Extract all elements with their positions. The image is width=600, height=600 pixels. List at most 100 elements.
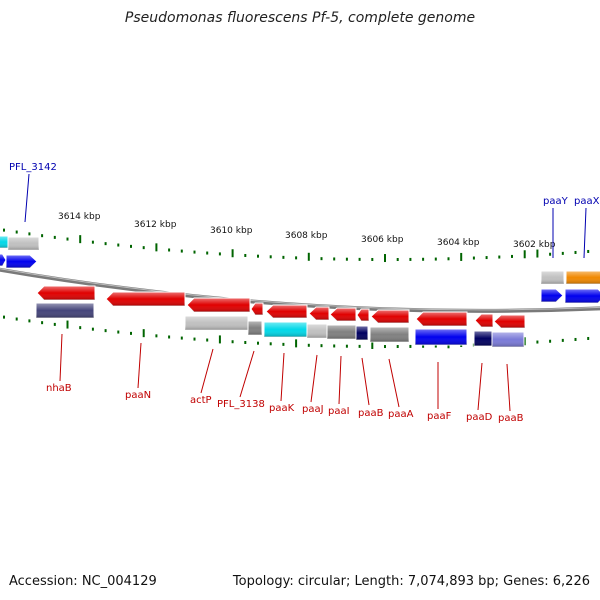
leader-paai [338,355,342,405]
inner-scale-tick-minor [269,342,272,346]
inner-scale-tick-minor [193,337,196,341]
scale-tick-minor [485,256,488,260]
scale-label-3602: 3602 kbp [513,240,556,250]
scale-tick-minor [28,232,31,236]
scale-tick-major [460,252,463,261]
gene-pfl3138-shading [251,303,263,315]
scale-tick-major [79,235,82,244]
scale-tick-minor [218,252,221,256]
leader-paab-2 [506,363,511,412]
scale-tick-minor [117,243,120,247]
label-leader-lines [24,173,587,412]
leader-paak [280,352,285,402]
inner-scale-tick-minor [155,334,158,338]
inner-scale-tick-minor [91,327,94,331]
scale-tick-minor [66,237,69,241]
scale-tick-minor [206,251,209,255]
inner-scale-tick-minor [574,337,577,341]
gene-paai-shading [330,308,356,321]
scale-tick-minor [561,251,564,255]
leader-actp [200,348,214,394]
scale-tick-minor [244,253,247,257]
inner-scale-tick-minor [345,344,348,348]
inner-scale-tick-minor [409,344,412,348]
gene-label-paax: paaX [574,196,600,207]
gene-actp-cog-shading [185,316,248,330]
scale-tick-minor [333,257,336,261]
gene-label-paan: paaN [125,390,151,401]
scale-tick-minor [142,246,145,250]
gene-paaf-shading [416,312,467,326]
inner-scale-tick-major [523,337,526,346]
scale-label-3608: 3608 kbp [285,231,328,241]
accession-text: Accession: NC_004129 [9,574,157,589]
inner-scale-tick-minor [549,339,552,343]
inner-scale-tick-minor [28,319,31,323]
scale-tick-minor [130,244,132,248]
scale-tick-minor [511,254,513,258]
gene-paak-cog-shading [264,322,307,337]
gene-paax-cog-shading [565,289,600,303]
leader-pfl3138 [239,350,255,398]
gene-label-paay: paaY [543,196,569,207]
scale-tick-major [384,254,386,263]
scale-tick-minor [180,249,183,253]
gene-paab-shading [357,309,369,321]
inner-scale-tick-major [66,320,69,329]
inner-scale-tick-minor [358,344,361,348]
inner-scale-tick-minor [333,344,336,348]
inner-scale-tick-minor [79,326,82,330]
inner-scale-tick-minor [41,321,44,325]
gene-paad-shading [475,314,493,327]
leader-paaa [388,358,400,408]
gene-label-paaj: paaJ [302,404,324,415]
genome-summary-text: Topology: circular; Length: 7,074,893 bp… [232,574,590,589]
inner-scale-tick-minor [206,338,209,342]
map-title: Pseudomonas fluorescens Pf-5, complete g… [124,10,476,26]
scale-tick-major [231,249,234,258]
gene-paaa-cog-shading [370,327,409,342]
scale-tick-major [536,249,539,258]
scale-label-3612: 3612 kbp [134,220,177,230]
scale-tick-minor [53,235,56,239]
scale-tick-minor [282,255,285,259]
inner-scale-tick-minor [130,331,132,335]
inner-scale-tick-major [295,339,298,348]
inner-scale-tick-minor [307,343,310,347]
scale-tick-minor [320,257,323,261]
scale-tick-minor [422,257,425,261]
gene-blue-left-b-shading [6,255,37,268]
inner-scale-tick-minor [561,338,564,342]
gene-nhab-cog-shading [36,303,94,318]
gene-paaj-cog-shading [307,324,327,338]
gene-label-paad: paaD [466,412,493,423]
scale-label-3610: 3610 kbp [210,226,253,236]
gene-label-paab-2: paaB [498,413,524,424]
scale-tick-minor [15,230,18,234]
gene-features [0,235,600,348]
inner-scale-tick-minor [587,336,590,340]
gene-paab2-cog-shading [492,332,524,347]
gene-paay-shading [541,271,564,284]
inner-scale-tick-minor [384,345,386,349]
inner-scale-tick-minor [104,329,107,333]
inner-scale-tick-minor [244,340,247,344]
gene-paab-cog-shading [356,326,368,340]
leader-nhab [59,333,63,382]
leader-pfl3142 [24,173,30,223]
leader-paab [361,357,370,406]
gene-paaf-cog-shading [415,329,467,345]
inner-scale-tick-minor [231,340,234,344]
leader-paad [477,362,483,411]
scale-tick-minor [587,249,590,253]
scale-tick-major [155,243,158,252]
gene-label-paaa: paaA [388,409,414,420]
scale-label-3604: 3604 kbp [437,238,480,248]
gene-label-paab-1: paaB [358,408,384,419]
inner-scale-tick-minor [180,336,183,340]
scale-tick-minor [104,242,107,246]
scale-tick-minor [447,257,450,261]
gene-label-pfl3142: PFL_3142 [9,162,57,173]
gene-paad-cog-shading [474,331,492,346]
gene-paai-cog-shading [327,325,356,339]
